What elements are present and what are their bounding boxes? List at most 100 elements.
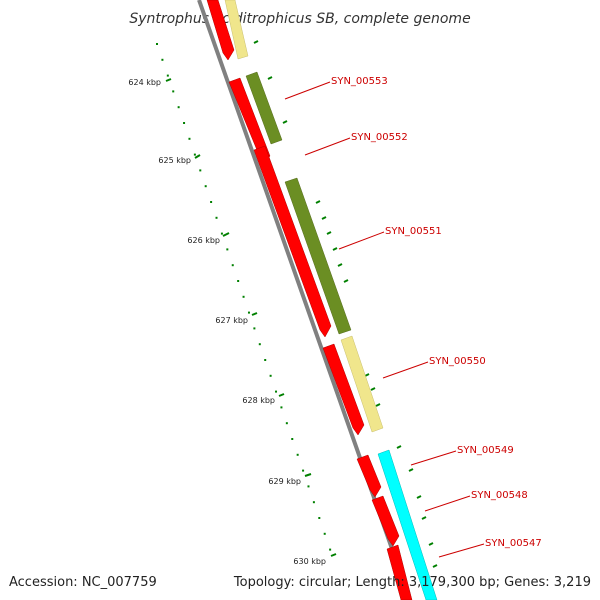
- khaki-feature: [340, 335, 384, 433]
- scale-tick: [194, 154, 201, 159]
- scale-dot: [242, 295, 245, 298]
- gene-label: SYN_00550: [429, 356, 486, 367]
- scale-dot: [215, 216, 218, 219]
- gene-label: SYN_00553: [331, 76, 388, 87]
- gene-leaders: [284, 81, 485, 558]
- gene-leader-line: [284, 81, 331, 100]
- gene-label: SYN_00548: [471, 490, 528, 501]
- outer-scale-tick: [416, 495, 422, 499]
- scale-label: 625 kbp: [158, 156, 191, 165]
- outer-scale-tick: [267, 76, 273, 80]
- outer-scale-tick: [432, 564, 438, 568]
- gene-label: SYN_00547: [485, 538, 542, 549]
- map-title: Syntrophus aciditrophicus SB, complete g…: [129, 11, 470, 27]
- scale-label: 624 kbp: [128, 78, 161, 87]
- cds-arrow: [253, 145, 332, 338]
- scale-tick: [304, 473, 312, 477]
- cds-arrow: [386, 544, 413, 600]
- outer-scale-tick: [428, 542, 434, 546]
- scale-dot: [269, 374, 272, 377]
- scale-dot: [247, 311, 250, 314]
- scale-dot: [172, 90, 175, 93]
- scale-dot: [177, 106, 180, 109]
- scale-label: 629 kbp: [268, 477, 301, 486]
- scale-tick: [278, 393, 285, 397]
- scale-dot: [237, 280, 240, 282]
- outer-scale-tick: [364, 373, 370, 377]
- outer-scale-tick: [421, 516, 427, 520]
- outer-scale-tick: [321, 216, 327, 220]
- scale-tick: [330, 553, 337, 557]
- scale-dot: [307, 485, 310, 488]
- outer-scale-tick: [375, 403, 381, 407]
- scale-dot: [280, 406, 283, 409]
- accession-text: Accession: NC_007759: [9, 575, 157, 590]
- scale-label: 630 kbp: [293, 557, 326, 566]
- scale-tick: [251, 312, 258, 316]
- scale-dot: [285, 422, 288, 425]
- scale-tick: [165, 78, 172, 82]
- outer-scale-tick: [343, 279, 349, 283]
- scale-label: 628 kbp: [242, 396, 275, 405]
- cds-arrow: [356, 454, 382, 498]
- cds-arrow: [371, 495, 400, 547]
- olive-feature: [245, 71, 283, 145]
- scale-label: 626 kbp: [187, 236, 220, 245]
- scale-dot: [220, 232, 223, 235]
- scale-dot: [258, 343, 261, 346]
- outer-scale-tick: [396, 445, 402, 449]
- scale-dot: [296, 453, 299, 456]
- outer-features: [224, 0, 438, 600]
- scale-dot: [275, 390, 278, 393]
- gene-leader-line: [424, 495, 471, 512]
- gene-leader-line: [382, 361, 429, 379]
- scale-dot: [183, 122, 186, 124]
- outer-scale-tick: [332, 247, 338, 251]
- scale-dot: [231, 264, 234, 267]
- outer-scale-tick: [326, 231, 332, 235]
- scale-dot: [291, 438, 294, 440]
- scale-dot: [302, 469, 305, 472]
- scale-dot: [253, 327, 256, 330]
- summary-text: Topology: circular; Length: 3,179,300 bp…: [233, 575, 591, 590]
- outer-scale-tick: [282, 120, 288, 124]
- scale-dot: [156, 43, 158, 45]
- scale-tick: [222, 232, 230, 237]
- gene-leader-line: [338, 231, 385, 250]
- cds-arrow: [206, 0, 235, 61]
- scale-dot: [210, 201, 213, 203]
- scale-dot: [193, 153, 196, 156]
- outer-scale-tick: [253, 40, 259, 44]
- olive-feature: [284, 177, 352, 335]
- scale-dot: [329, 548, 332, 551]
- scale-labels: 624 kbp 625 kbp 626 kbp 627 kbp 628 kbp …: [128, 78, 326, 566]
- scale-dot: [318, 517, 321, 519]
- scale-dot: [323, 532, 326, 535]
- outer-scale-tick: [370, 387, 376, 391]
- scale-dot: [199, 169, 202, 172]
- gene-label: SYN_00552: [351, 132, 408, 143]
- scale-dot: [166, 74, 169, 77]
- scale-dot: [161, 58, 164, 61]
- scale-dot: [264, 359, 267, 361]
- gene-leader-line: [410, 450, 457, 466]
- gene-leader-line: [438, 543, 485, 558]
- cds-features: [206, 0, 413, 600]
- outer-scale-tick: [315, 200, 321, 204]
- gene-label: SYN_00551: [385, 226, 442, 237]
- scale-dot: [204, 185, 207, 188]
- scale-dots: [156, 40, 438, 568]
- cds-arrow: [322, 343, 365, 436]
- outer-scale-tick: [337, 263, 343, 267]
- scale-dot: [312, 501, 315, 504]
- scale-dot: [226, 248, 229, 251]
- cyan-feature: [377, 449, 438, 600]
- gene-leader-line: [304, 137, 351, 156]
- scale-dot: [188, 137, 191, 140]
- khaki-feature: [224, 0, 249, 60]
- scale-label: 627 kbp: [215, 316, 248, 325]
- gene-label: SYN_00549: [457, 445, 514, 456]
- scale-ticks: [165, 78, 337, 557]
- outer-scale-tick: [408, 468, 414, 472]
